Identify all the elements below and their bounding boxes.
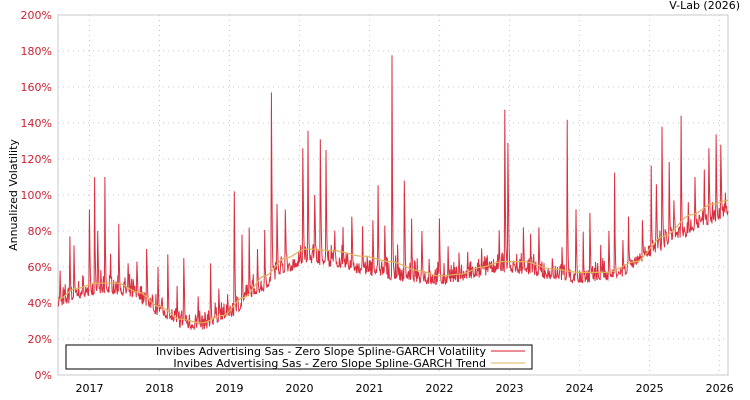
y-tick-label: 200% bbox=[21, 9, 52, 22]
y-tick-label: 160% bbox=[21, 81, 52, 94]
y-tick-label: 120% bbox=[21, 153, 52, 166]
x-tick-label: 2017 bbox=[76, 382, 104, 395]
y-tick-label: 100% bbox=[21, 189, 52, 202]
y-tick-label: 180% bbox=[21, 45, 52, 58]
legend-label-volatility: Invibes Advertising Sas - Zero Slope Spl… bbox=[156, 345, 486, 358]
x-tick-label: 2022 bbox=[426, 382, 454, 395]
credit-label: V-Lab (2026) bbox=[669, 0, 740, 12]
x-tick-label: 2018 bbox=[146, 382, 174, 395]
x-tick-label: 2021 bbox=[356, 382, 384, 395]
trend-line bbox=[57, 199, 728, 324]
x-tick-label: 2024 bbox=[566, 382, 594, 395]
legend: Invibes Advertising Sas - Zero Slope Spl… bbox=[65, 344, 533, 370]
x-tick-label: 2020 bbox=[286, 382, 314, 395]
x-tick-label: 2019 bbox=[216, 382, 244, 395]
y-tick-label: 40% bbox=[28, 297, 52, 310]
legend-label-trend: Invibes Advertising Sas - Zero Slope Spl… bbox=[173, 357, 486, 370]
y-axis-ticks: 0% 20% 40% 60% 80% 100% 120% 140% 160% 180% 200% bbox=[21, 9, 52, 382]
y-tick-label: 20% bbox=[28, 333, 52, 346]
series-lines bbox=[57, 55, 729, 331]
y-tick-label: 0% bbox=[35, 369, 52, 382]
y-tick-label: 140% bbox=[21, 117, 52, 130]
volatility-line bbox=[57, 55, 729, 331]
x-axis-ticks: 2017 2018 2019 2020 2021 2022 2023 2024 2025 2026 bbox=[76, 382, 734, 395]
legend-box bbox=[65, 344, 533, 370]
x-tick-label: 2026 bbox=[706, 382, 734, 395]
y-tick-label: 60% bbox=[28, 261, 52, 274]
y-tick-label: 80% bbox=[28, 225, 52, 238]
x-tick-label: 2025 bbox=[636, 382, 664, 395]
y-axis-label: Annualized Volatility bbox=[7, 139, 20, 251]
x-tick-label: 2023 bbox=[496, 382, 524, 395]
